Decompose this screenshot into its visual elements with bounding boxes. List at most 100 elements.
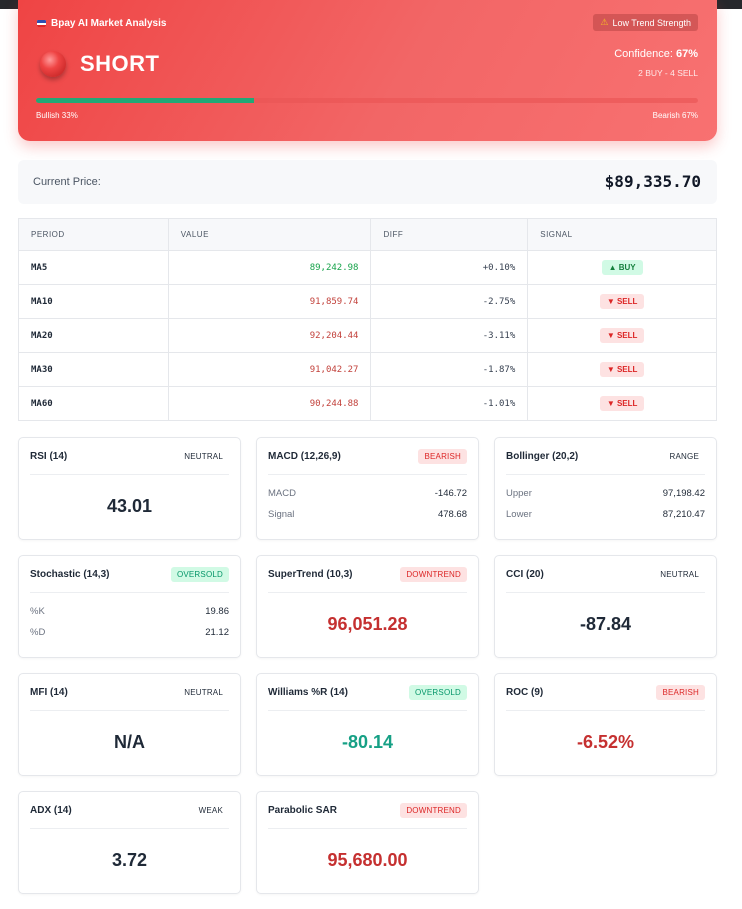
bullish-label: Bullish 33% <box>36 111 78 120</box>
table-row: MA30 91,042.27 -1.87% ▼ SELL <box>18 352 717 387</box>
buy-badge: ▲ BUY <box>601 260 643 275</box>
row-value: 87,210.47 <box>662 509 705 520</box>
ma-value: 89,242.98 <box>167 250 372 285</box>
card-title: MFI (14) <box>30 686 68 698</box>
table-row: MA20 92,204.44 -3.11% ▼ SELL <box>18 318 717 353</box>
row-value: 478.68 <box>437 509 467 520</box>
sell-badge: ▼ SELL <box>599 362 645 377</box>
macd-card: MACD (12,26,9) BEARISH MACD -146.72 Sign… <box>256 437 479 540</box>
mfi-card: MFI (14) NEUTRAL N/A <box>18 673 241 776</box>
k-row: %K 19.86 <box>30 606 229 617</box>
ma-value: 91,042.27 <box>167 352 372 387</box>
ma-period: MA60 <box>18 386 169 421</box>
stochastic-card: Stochastic (14,3) OVERSOLD %K 19.86 %D 2… <box>18 555 241 658</box>
status-badge: WEAK <box>198 805 223 815</box>
status-badge: BEARISH <box>418 448 467 464</box>
signal-indicator: SHORT <box>40 51 160 77</box>
status-badge: DOWNTREND <box>400 566 467 582</box>
roc-card: ROC (9) BEARISH -6.52% <box>494 673 717 776</box>
signal-row: Signal 478.68 <box>268 509 467 520</box>
row-value: 19.86 <box>205 606 229 617</box>
parabolic-sar-value: 95,680.00 <box>327 850 408 870</box>
column-header: PERIOD <box>18 218 169 251</box>
ma-period: MA30 <box>18 352 169 387</box>
signal-summary-panel: Bpay AI Market Analysis ⚠ Low Trend Stre… <box>18 0 717 141</box>
card-title: SuperTrend (10,3) <box>268 568 353 580</box>
status-badge: RANGE <box>669 451 699 461</box>
cci-value: -87.84 <box>579 614 632 634</box>
ma-signal-cell: ▼ SELL <box>527 386 717 421</box>
app-title-text: Bpay AI Market Analysis <box>51 18 167 29</box>
bearish-label: Bearish 67% <box>652 111 698 120</box>
ma-diff: -1.87% <box>370 352 529 387</box>
status-badge: OVERSOLD <box>170 566 229 582</box>
moving-average-table: PERIOD VALUE DIFF SIGNAL MA5 89,242.98 +… <box>18 218 717 421</box>
row-value: -146.72 <box>434 488 467 499</box>
table-row: MA5 89,242.98 +0.10% ▲ BUY <box>18 250 717 285</box>
current-price-label: Current Price: <box>33 176 101 188</box>
card-title: Stochastic (14,3) <box>30 568 110 580</box>
macd-row: MACD -146.72 <box>268 488 467 499</box>
signal-label: SHORT <box>80 51 160 76</box>
williams-value: -80.14 <box>341 732 394 752</box>
ma-period: MA5 <box>18 250 169 285</box>
status-badge: NEUTRAL <box>184 687 223 697</box>
current-price-panel: Current Price: $89,335.70 <box>18 160 717 204</box>
card-title: CCI (20) <box>506 568 544 580</box>
status-badge: NEUTRAL <box>660 569 699 579</box>
ma-value: 92,204.44 <box>167 318 372 353</box>
ma-diff: -3.11% <box>370 318 529 353</box>
rsi-card: RSI (14) NEUTRAL 43.01 <box>18 437 241 540</box>
bollinger-card: Bollinger (20,2) RANGE Upper 97,198.42 L… <box>494 437 717 540</box>
card-title: RSI (14) <box>30 450 68 462</box>
row-label: Signal <box>268 509 295 520</box>
current-price-value: $89,335.70 <box>604 172 701 191</box>
roc-value: -6.52% <box>576 732 635 752</box>
row-label: Upper <box>506 488 532 499</box>
ma-signal-cell: ▼ SELL <box>527 318 717 353</box>
table-row: MA60 90,244.88 -1.01% ▼ SELL <box>18 386 717 421</box>
card-title: Williams %R (14) <box>268 686 348 698</box>
mfi-value: N/A <box>114 732 145 752</box>
d-row: %D 21.12 <box>30 627 229 638</box>
rsi-value: 43.01 <box>106 496 153 516</box>
adx-card: ADX (14) WEAK 3.72 <box>18 791 241 894</box>
parabolic-sar-card: Parabolic SAR DOWNTREND 95,680.00 <box>256 791 479 894</box>
ma-diff: +0.10% <box>370 250 529 285</box>
ma-diff: -1.01% <box>370 386 529 421</box>
ma-period: MA20 <box>18 318 169 353</box>
red-circle-icon <box>40 51 66 77</box>
card-title: ADX (14) <box>30 804 72 816</box>
sentiment-bar <box>36 98 698 103</box>
sell-badge: ▼ SELL <box>599 328 645 343</box>
card-title: ROC (9) <box>506 686 544 698</box>
ma-value: 90,244.88 <box>167 386 372 421</box>
card-title: Bollinger (20,2) <box>506 450 579 462</box>
trend-strength-badge: ⚠ Low Trend Strength <box>593 14 698 31</box>
flag-icon <box>37 20 46 27</box>
ma-period: MA10 <box>18 284 169 319</box>
warning-icon: ⚠ <box>600 17 609 27</box>
sell-badge: ▼ SELL <box>599 294 645 309</box>
supertrend-value: 96,051.28 <box>327 614 408 634</box>
row-label: %K <box>30 606 45 617</box>
confidence-label: Confidence: <box>614 48 673 60</box>
ma-diff: -2.75% <box>370 284 529 319</box>
row-label: MACD <box>268 488 296 499</box>
ma-signal-cell: ▼ SELL <box>527 284 717 319</box>
column-header: VALUE <box>167 218 372 251</box>
status-badge: OVERSOLD <box>408 684 467 700</box>
card-title: MACD (12,26,9) <box>268 450 341 462</box>
column-header: DIFF <box>370 218 529 251</box>
row-value: 97,198.42 <box>662 488 705 499</box>
sell-badge: ▼ SELL <box>599 396 645 411</box>
row-value: 21.12 <box>205 627 229 638</box>
bullish-bar <box>36 98 255 103</box>
table-row: MA10 91,859.74 -2.75% ▼ SELL <box>18 284 717 319</box>
column-header: SIGNAL <box>527 218 717 251</box>
trend-strength-text: Low Trend Strength <box>612 17 691 28</box>
vote-count: 2 BUY - 4 SELL <box>638 68 698 78</box>
supertrend-card: SuperTrend (10,3) DOWNTREND 96,051.28 <box>256 555 479 658</box>
cci-card: CCI (20) NEUTRAL -87.84 <box>494 555 717 658</box>
williams-card: Williams %R (14) OVERSOLD -80.14 <box>256 673 479 776</box>
